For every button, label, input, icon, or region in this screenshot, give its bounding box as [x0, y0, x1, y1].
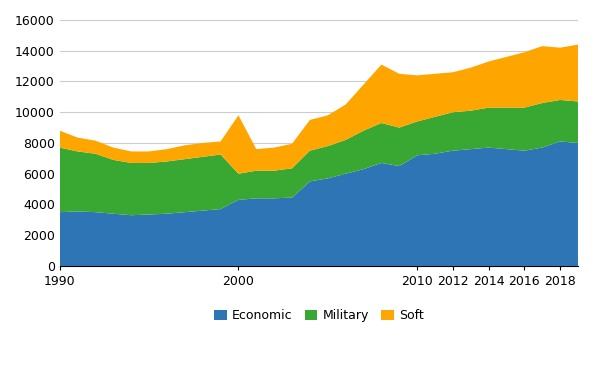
Legend: Economic, Military, Soft: Economic, Military, Soft — [209, 304, 429, 327]
